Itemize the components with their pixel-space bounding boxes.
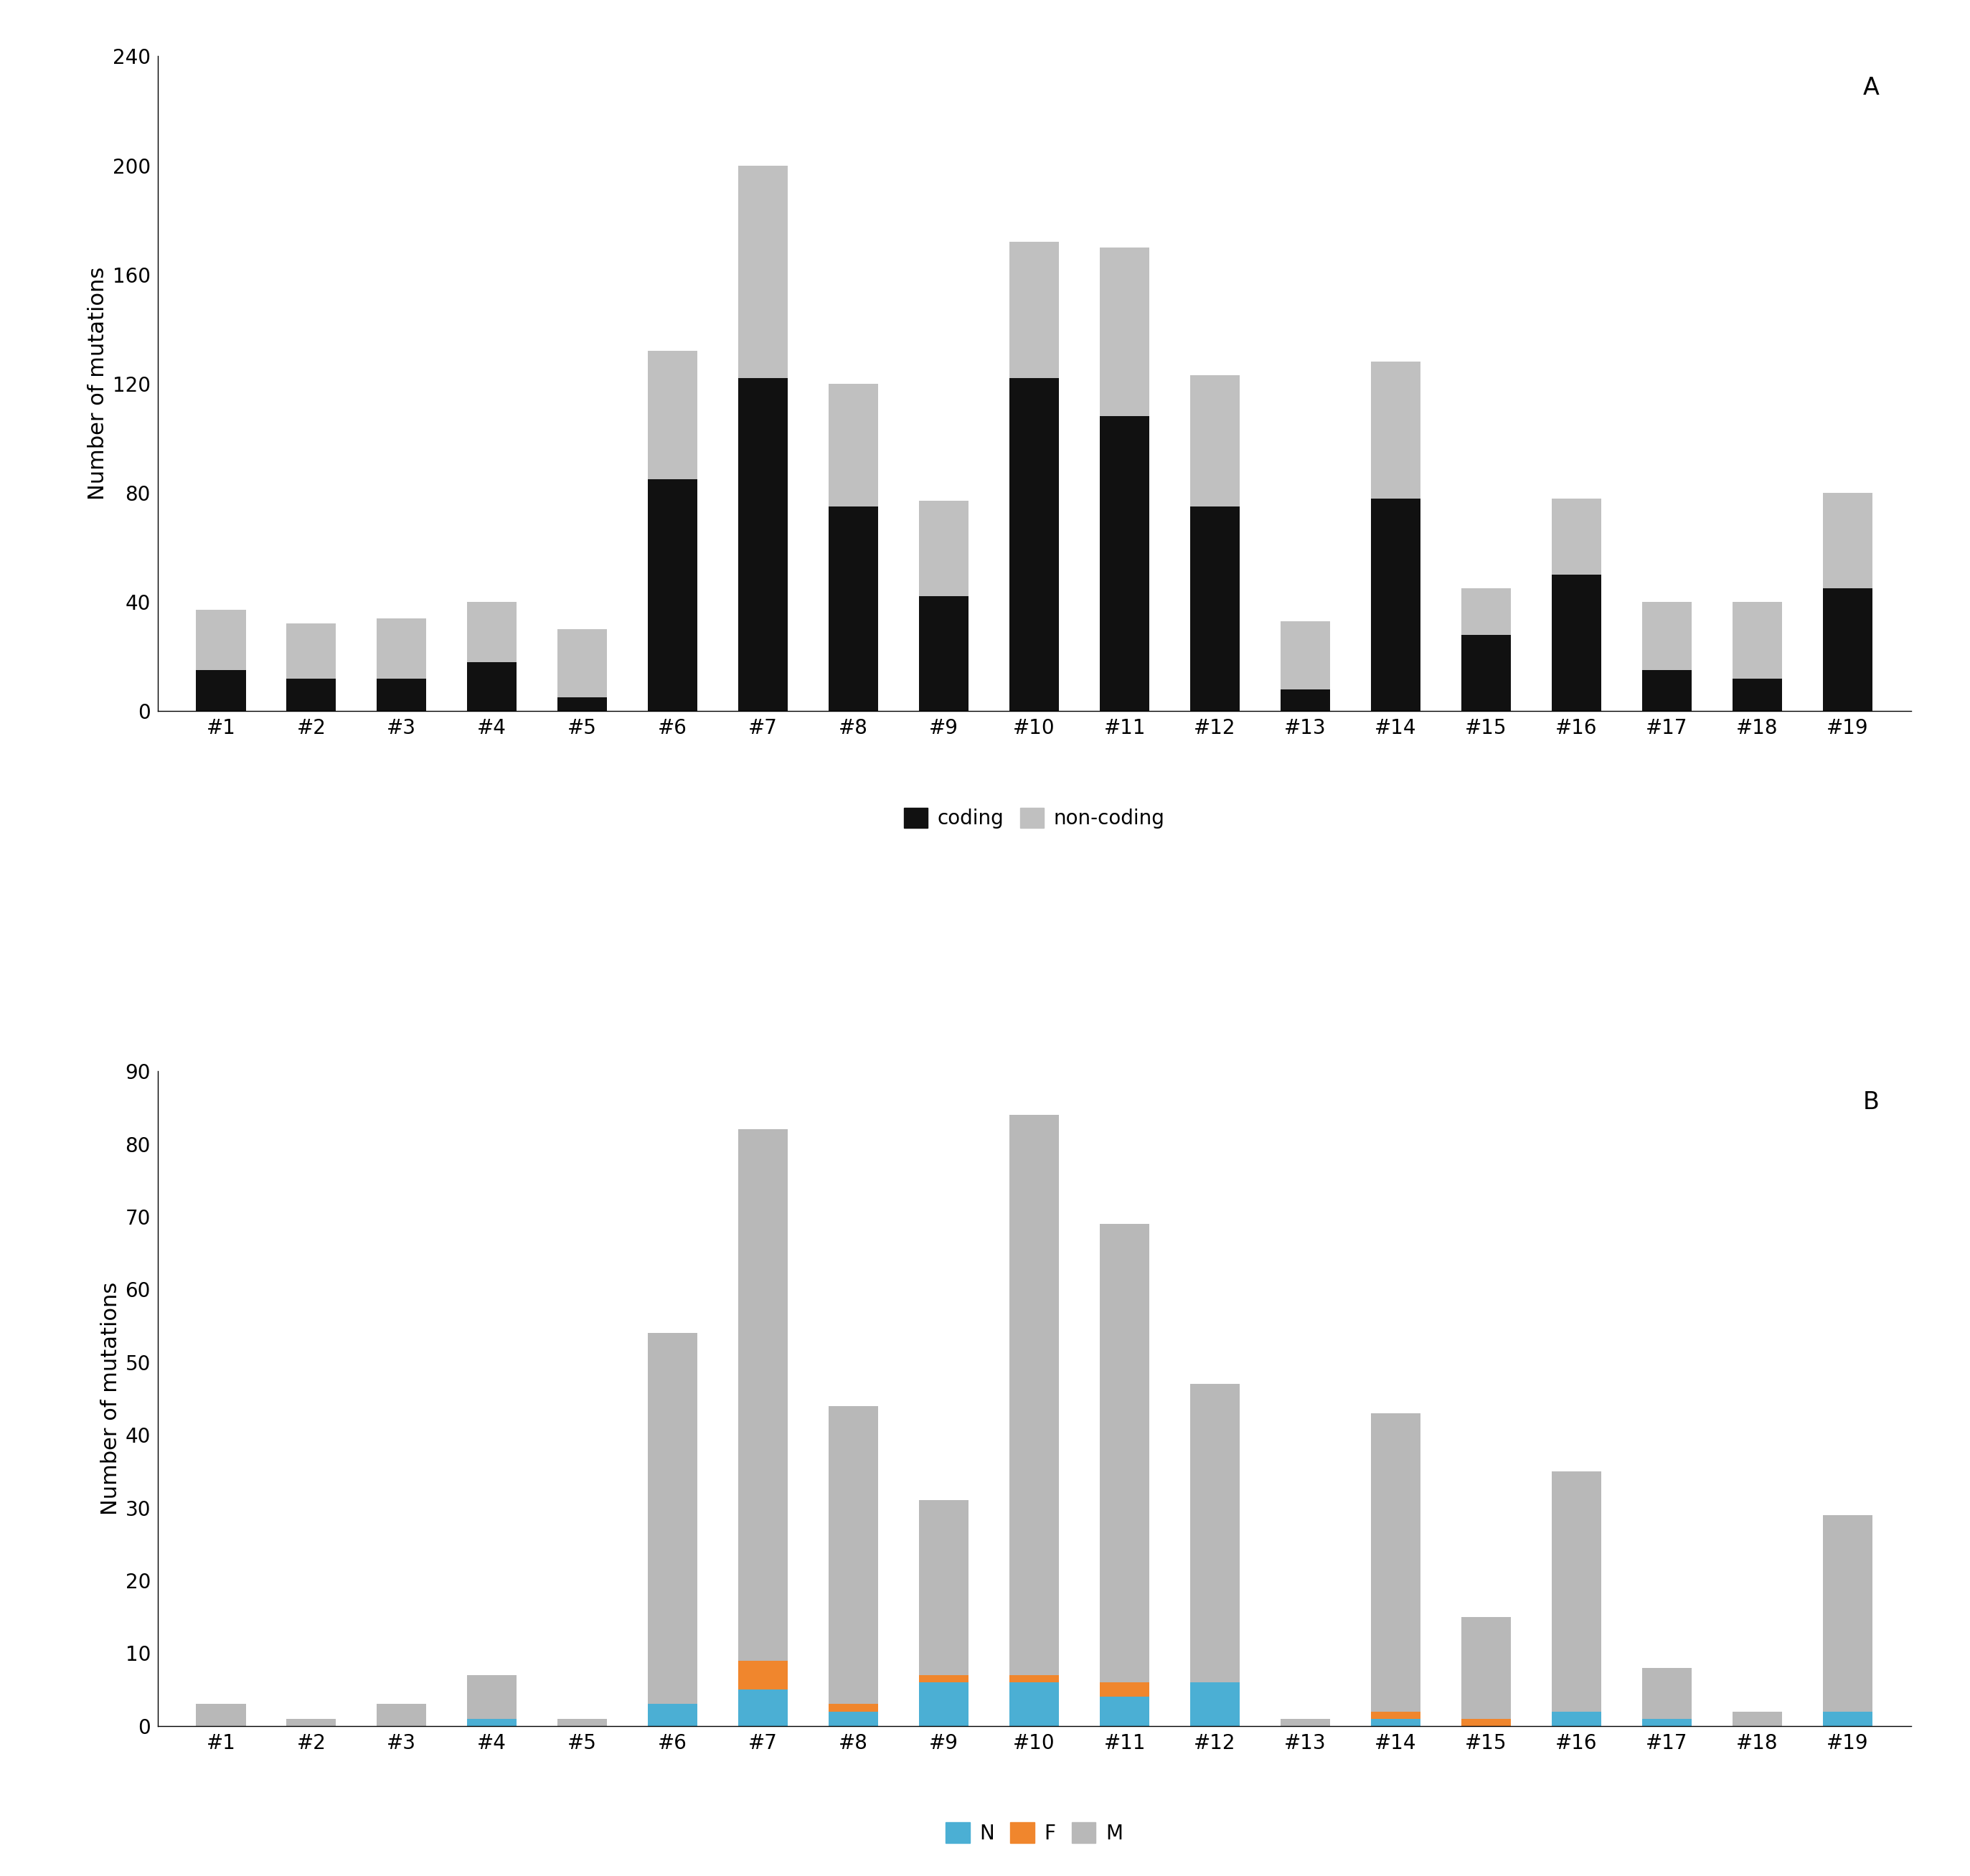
Bar: [467, 602, 516, 662]
Bar: [376, 1703, 426, 1726]
Bar: [1822, 1516, 1873, 1711]
Bar: [195, 670, 246, 711]
Bar: [1822, 589, 1873, 711]
Bar: [739, 1690, 788, 1726]
Bar: [1643, 1668, 1692, 1718]
Legend: coding, non-coding: coding, non-coding: [896, 799, 1172, 837]
Bar: [829, 1703, 879, 1711]
Bar: [286, 1718, 337, 1726]
Text: A: A: [1864, 75, 1879, 99]
Bar: [739, 379, 788, 711]
Bar: [648, 1334, 697, 1703]
Bar: [1371, 1718, 1420, 1726]
Bar: [467, 1718, 516, 1726]
Bar: [1371, 499, 1420, 711]
Bar: [1190, 507, 1239, 711]
Bar: [829, 507, 879, 711]
Bar: [1552, 1471, 1602, 1711]
Bar: [1822, 493, 1873, 589]
Bar: [1643, 1718, 1692, 1726]
Bar: [558, 1718, 607, 1726]
Bar: [376, 679, 426, 711]
Bar: [1732, 679, 1783, 711]
Bar: [1099, 1683, 1149, 1696]
Bar: [829, 1711, 879, 1726]
Bar: [1552, 1711, 1602, 1726]
Bar: [1190, 1384, 1239, 1683]
Bar: [1462, 1617, 1511, 1718]
Bar: [1643, 670, 1692, 711]
Bar: [1009, 1114, 1060, 1675]
Bar: [1822, 1711, 1873, 1726]
Bar: [920, 1675, 969, 1683]
Bar: [1190, 1683, 1239, 1726]
Bar: [739, 165, 788, 379]
Bar: [1280, 688, 1330, 711]
Bar: [286, 623, 337, 679]
Bar: [467, 662, 516, 711]
Bar: [1371, 1711, 1420, 1718]
Bar: [829, 1405, 879, 1703]
Bar: [1462, 634, 1511, 711]
Text: B: B: [1864, 1090, 1879, 1114]
Bar: [1371, 362, 1420, 499]
Bar: [648, 1703, 697, 1726]
Bar: [1009, 242, 1060, 379]
Bar: [467, 1675, 516, 1718]
Bar: [1190, 375, 1239, 507]
Y-axis label: Number of mutations: Number of mutations: [89, 266, 108, 501]
Bar: [920, 501, 969, 597]
Bar: [558, 698, 607, 711]
Bar: [286, 679, 337, 711]
Bar: [195, 1703, 246, 1726]
Legend: N, F, M: N, F, M: [938, 1814, 1131, 1852]
Bar: [920, 597, 969, 711]
Bar: [648, 351, 697, 478]
Bar: [1280, 1718, 1330, 1726]
Bar: [1732, 602, 1783, 679]
Bar: [1009, 1675, 1060, 1683]
Bar: [1552, 574, 1602, 711]
Bar: [1099, 416, 1149, 711]
Bar: [1099, 1223, 1149, 1683]
Y-axis label: Number of mutations: Number of mutations: [100, 1281, 122, 1516]
Bar: [1732, 1711, 1783, 1726]
Bar: [1552, 499, 1602, 574]
Bar: [739, 1660, 788, 1690]
Bar: [1371, 1413, 1420, 1711]
Bar: [920, 1501, 969, 1675]
Bar: [1462, 1718, 1511, 1726]
Bar: [1643, 602, 1692, 670]
Bar: [1462, 589, 1511, 634]
Bar: [1009, 1683, 1060, 1726]
Bar: [376, 619, 426, 679]
Bar: [648, 478, 697, 711]
Bar: [739, 1129, 788, 1660]
Bar: [920, 1683, 969, 1726]
Bar: [1099, 248, 1149, 416]
Bar: [829, 385, 879, 507]
Bar: [1280, 621, 1330, 688]
Bar: [558, 628, 607, 698]
Bar: [1009, 379, 1060, 711]
Bar: [195, 610, 246, 670]
Bar: [1099, 1696, 1149, 1726]
